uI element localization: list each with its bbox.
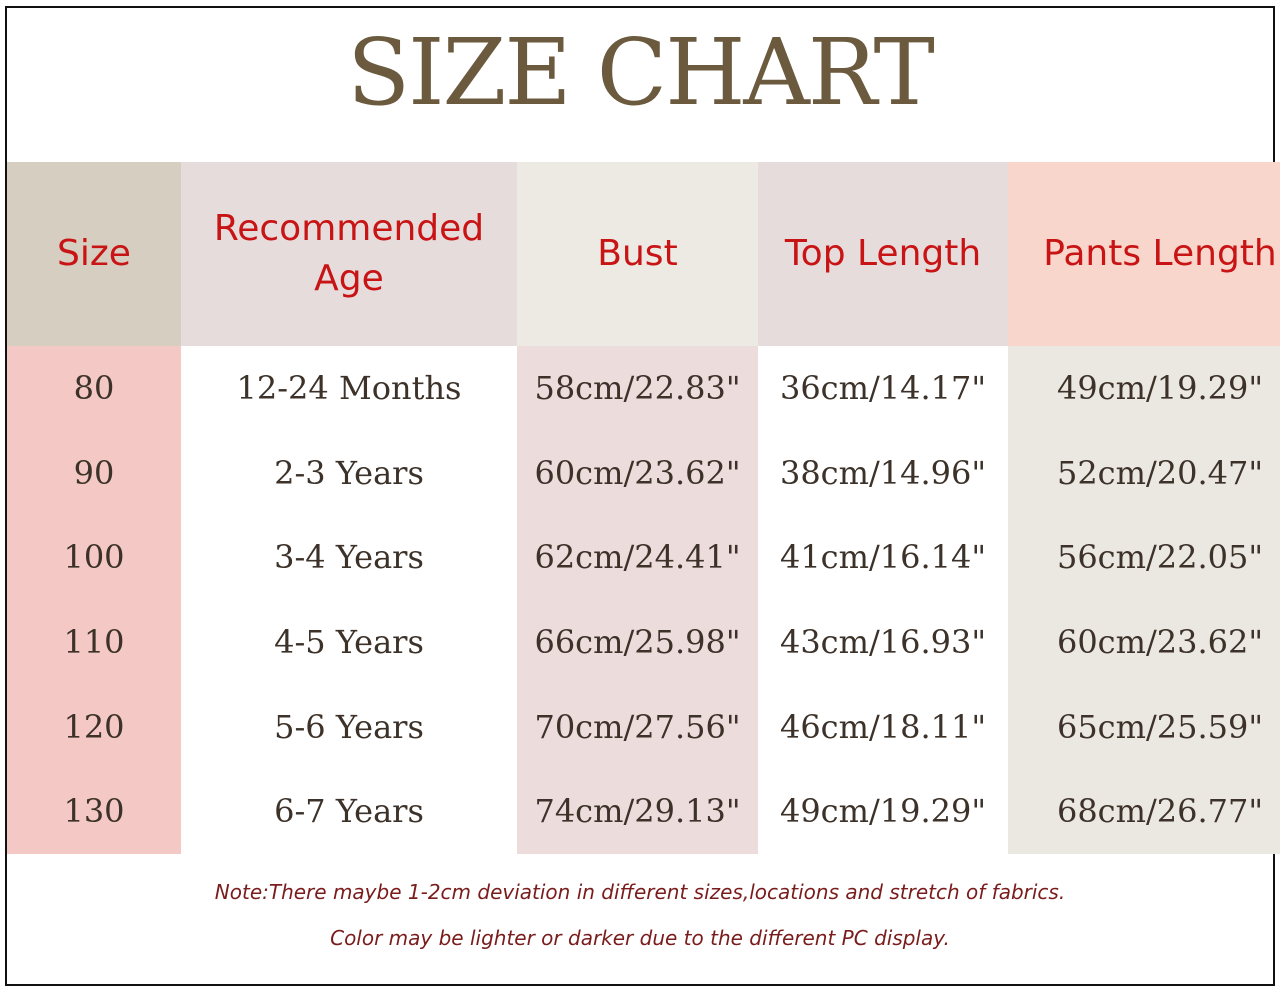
cell-top-length: 46cm/18.11" xyxy=(758,684,1008,769)
cell-top-length: 43cm/16.93" xyxy=(758,599,1008,685)
table-row: 120 5-6 Years 70cm/27.56" 46cm/18.11" 65cm/2… xyxy=(7,684,1280,769)
cell-size: 100 xyxy=(7,515,181,600)
cell-size: 110 xyxy=(7,599,181,685)
cell-size: 90 xyxy=(7,430,181,516)
cell-bust: 74cm/29.13" xyxy=(517,768,758,854)
cell-age: 5-6 Years xyxy=(181,684,517,769)
table-row: 100 3-4 Years 62cm/24.41" 41cm/16.14" 56cm/2… xyxy=(7,515,1280,600)
cell-bust: 62cm/24.41" xyxy=(517,515,758,600)
cell-age: 3-4 Years xyxy=(181,515,517,600)
cell-top-length: 41cm/16.14" xyxy=(758,515,1008,600)
header-pants-length: Pants Length xyxy=(1008,162,1280,346)
table-row: 90 2-3 Years 60cm/23.62" 38cm/14.96" 52cm/20… xyxy=(7,430,1280,516)
cell-size: 130 xyxy=(7,768,181,854)
cell-top-length: 36cm/14.17" xyxy=(758,346,1008,431)
header-size: Size xyxy=(7,162,181,346)
cell-pants-length: 60cm/23.62" xyxy=(1008,599,1280,685)
cell-size: 80 xyxy=(7,346,181,431)
cell-pants-length: 68cm/26.77" xyxy=(1008,768,1280,854)
table-row: 80 12-24 Months 58cm/22.83" 36cm/14.17" 49cm… xyxy=(7,346,1280,431)
cell-pants-length: 52cm/20.47" xyxy=(1008,430,1280,516)
cell-top-length: 49cm/19.29" xyxy=(758,768,1008,854)
note-deviation: Note:There maybe 1-2cm deviation in diff… xyxy=(214,880,1066,904)
cell-pants-length: 65cm/25.59" xyxy=(1008,684,1280,769)
table-row: 130 6-7 Years 74cm/29.13" 49cm/19.29" 68cm/2… xyxy=(7,768,1280,854)
cell-age: 2-3 Years xyxy=(181,430,517,516)
table-row: 110 4-5 Years 66cm/25.98" 43cm/16.93" 60cm/2… xyxy=(7,599,1280,685)
cell-bust: 70cm/27.56" xyxy=(517,684,758,769)
cell-top-length: 38cm/14.96" xyxy=(758,430,1008,516)
cell-age: 12-24 Months xyxy=(181,346,517,431)
size-table: Size Recommended Age Bust Top Length Pan… xyxy=(7,162,1280,854)
cell-size: 120 xyxy=(7,684,181,769)
cell-age: 4-5 Years xyxy=(181,599,517,685)
header-bust: Bust xyxy=(517,162,758,346)
cell-bust: 58cm/22.83" xyxy=(517,346,758,431)
header-row: Size Recommended Age Bust Top Length Pan… xyxy=(7,162,1280,346)
page-title: SIZE CHART xyxy=(347,19,935,126)
cell-pants-length: 56cm/22.05" xyxy=(1008,515,1280,600)
cell-bust: 60cm/23.62" xyxy=(517,430,758,516)
cell-bust: 66cm/25.98" xyxy=(517,599,758,685)
cell-pants-length: 49cm/19.29" xyxy=(1008,346,1280,431)
header-top-length: Top Length xyxy=(758,162,1008,346)
cell-age: 6-7 Years xyxy=(181,768,517,854)
header-age: Recommended Age xyxy=(181,162,517,346)
note-color: Color may be lighter or darker due to th… xyxy=(330,926,950,950)
